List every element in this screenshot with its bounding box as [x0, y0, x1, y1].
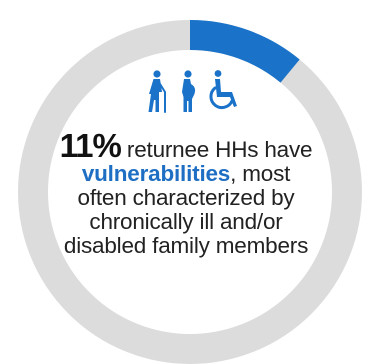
pregnant-woman-icon [182, 70, 196, 112]
stat-text-4: chronically ill and/or [89, 209, 283, 234]
stat-description: 11% returnee HHs have vulnerabilities, m… [40, 129, 332, 258]
stat-percent: 11% [59, 127, 122, 164]
stat-text-1: returnee HHs have [120, 137, 313, 162]
vulnerability-icons [148, 70, 237, 113]
elderly-person-icon [148, 70, 166, 113]
stat-text-2: , most [230, 161, 291, 186]
donut-slice-vulnerable [189, 20, 300, 83]
stat-text-5: disabled family members [63, 233, 309, 258]
stat-highlight: vulnerabilities [81, 161, 231, 186]
stat-text-3: often characterized by [77, 185, 295, 210]
wheelchair-icon [209, 70, 237, 110]
